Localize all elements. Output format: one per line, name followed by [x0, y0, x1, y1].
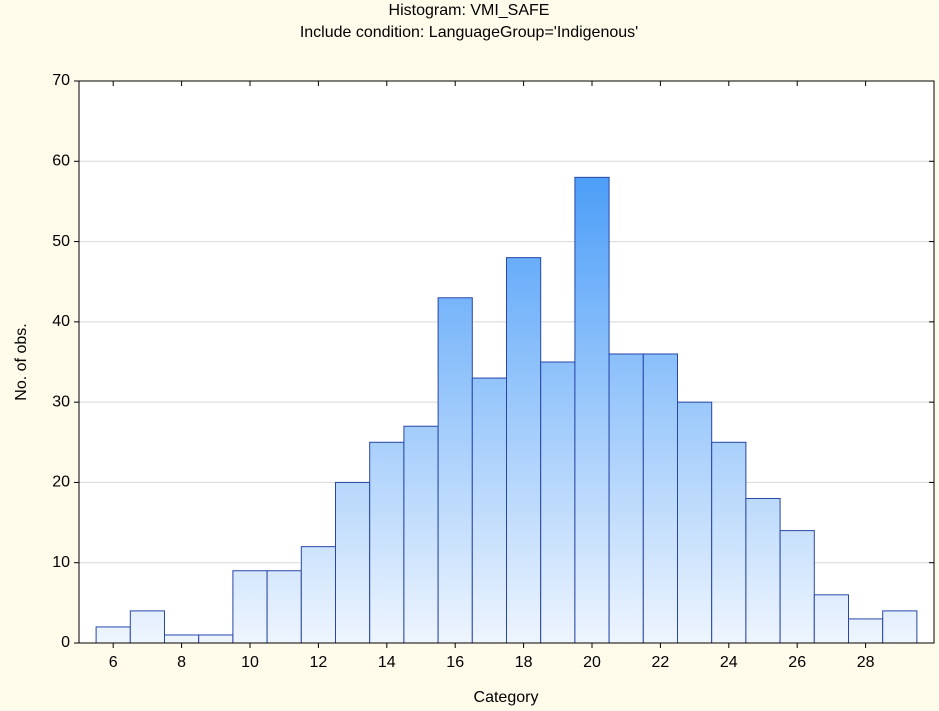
bar [848, 618, 884, 644]
y-tick-label: 60 [52, 153, 70, 170]
bar [164, 634, 200, 644]
y-tick-label: 30 [52, 393, 70, 410]
x-tick-label: 20 [583, 654, 601, 671]
bar [300, 546, 336, 644]
bar [232, 570, 268, 644]
plot-frame [78, 80, 935, 644]
bar [608, 353, 644, 644]
bar [95, 626, 131, 644]
x-tick-label: 22 [652, 654, 670, 671]
y-axis-label: No. of obs. [13, 323, 30, 400]
y-tick-label: 0 [61, 634, 70, 651]
x-tick-label: 14 [378, 654, 396, 671]
bar [198, 634, 234, 644]
x-tick-label: 28 [857, 654, 875, 671]
y-tick-label: 50 [52, 233, 70, 250]
bar [882, 610, 918, 644]
bar [745, 497, 781, 644]
bar [574, 176, 610, 644]
bar [813, 594, 849, 644]
bar [642, 353, 678, 644]
bar [437, 297, 473, 644]
y-tick-label: 40 [52, 313, 70, 330]
x-tick-label: 12 [310, 654, 328, 671]
bar [677, 401, 713, 644]
bar [711, 441, 747, 644]
x-axis-label: Category [474, 689, 539, 706]
x-tick-label: 18 [515, 654, 533, 671]
y-tick-label: 20 [52, 474, 70, 491]
y-tick-label: 10 [52, 554, 70, 571]
bar [403, 425, 439, 644]
bar [129, 610, 166, 644]
x-tick-label: 10 [241, 654, 259, 671]
chart-subtitle: Include condition: LanguageGroup='Indige… [300, 24, 638, 41]
bar [369, 441, 405, 644]
x-tick-label: 24 [720, 654, 738, 671]
bar-layer [95, 176, 918, 644]
bar [471, 377, 507, 644]
x-tick-label: 16 [446, 654, 464, 671]
bar [266, 570, 302, 644]
x-tick-label: 26 [788, 654, 806, 671]
bar [335, 481, 371, 644]
chart-title: Histogram: VMI_SAFE [389, 2, 550, 19]
x-tick-label: 6 [109, 654, 118, 671]
bar [506, 257, 542, 644]
y-tick-label: 70 [52, 72, 70, 89]
bar [540, 361, 576, 644]
bar [779, 530, 815, 644]
x-tick-label: 8 [177, 654, 186, 671]
